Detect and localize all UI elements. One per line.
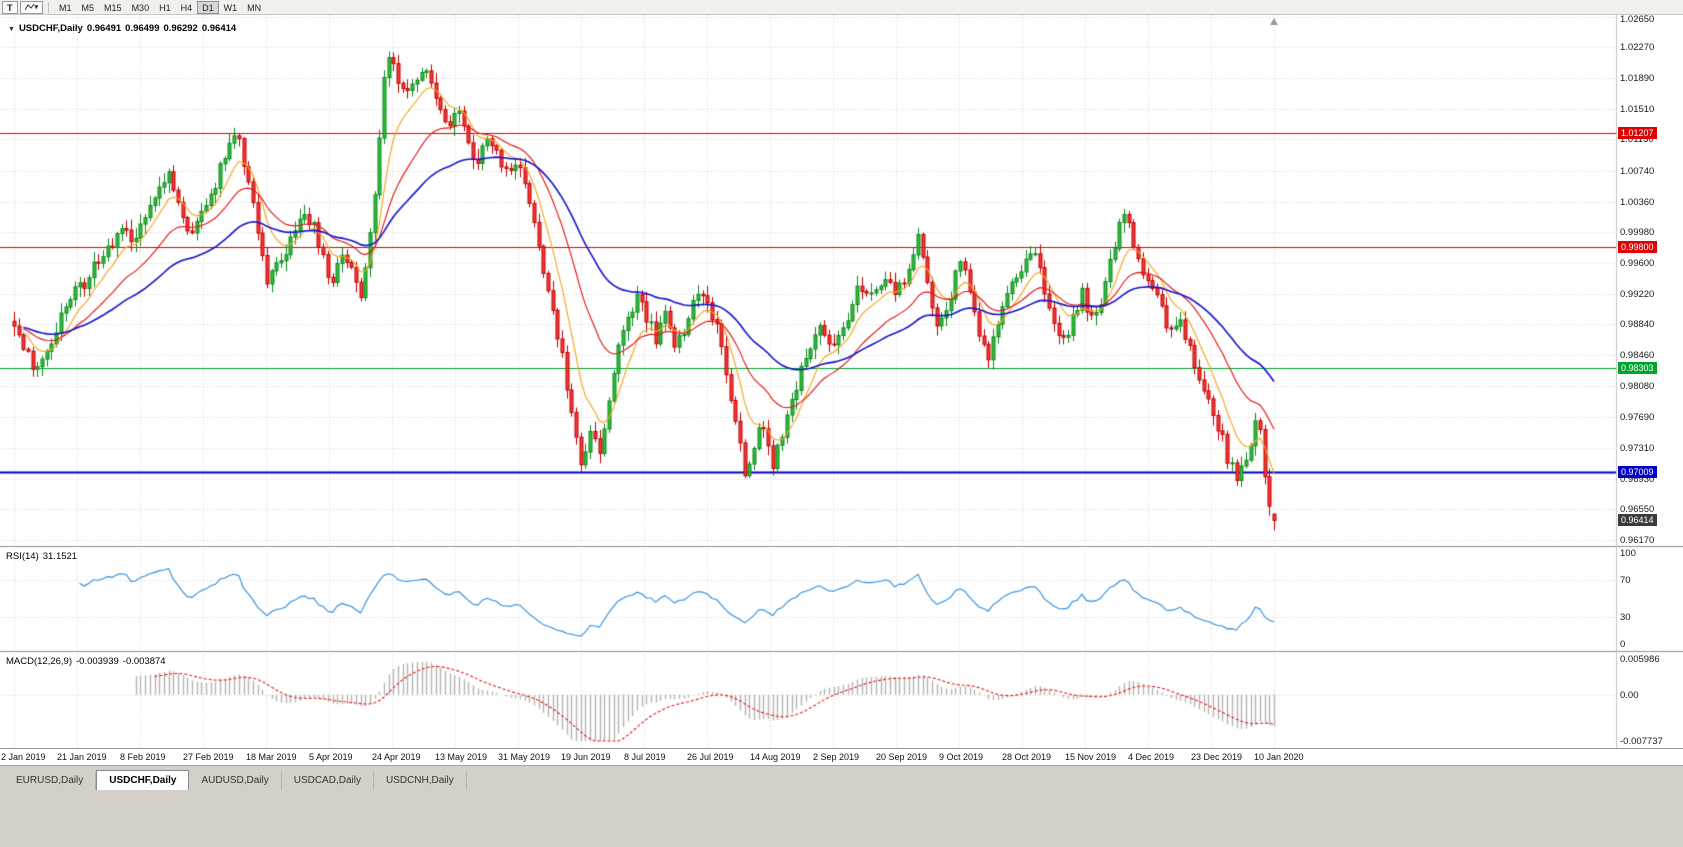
rsi-axis-tick: 30 xyxy=(1620,611,1631,623)
date-axis-label: 27 Feb 2019 xyxy=(183,752,234,762)
price-axis-tick: 1.00360 xyxy=(1620,196,1655,208)
date-axis[interactable]: 2 Jan 2019 21 Jan 2019 8 Feb 2019 27 Feb 20… xyxy=(0,748,1683,765)
rsi-indicator-header: RSI(14) 31.1521 xyxy=(6,551,81,562)
price-axis-tick: 1.02650 xyxy=(1620,14,1655,25)
macd-current-value: -0.003939 xyxy=(76,656,119,667)
line-tools-dropdown-button[interactable]: ▾ xyxy=(19,0,44,14)
date-axis-label: 8 Feb 2019 xyxy=(120,752,166,762)
macd-indicator-header: MACD(12,26,9) -0.003939 -0.003874 xyxy=(6,656,170,667)
price-axis-tick: 1.01890 xyxy=(1620,73,1655,85)
timeframe-button-m15[interactable]: M15 xyxy=(99,1,127,14)
date-axis-label: 26 Jul 2019 xyxy=(687,752,734,762)
dropdown-caret-icon: ▾ xyxy=(34,3,39,11)
macd-axis-tick: 0.00 xyxy=(1620,689,1639,701)
hline-price-badge: 0.99800 xyxy=(1618,240,1657,253)
macd-axis-tick: 0.005986 xyxy=(1620,654,1660,665)
timeframe-button-mn[interactable]: MN xyxy=(242,1,266,14)
symbol-title: USDCHF,Daily xyxy=(18,23,83,34)
chart-tab-usdcad[interactable]: USDCAD,Daily xyxy=(282,771,374,790)
price-axis-tick: 0.96550 xyxy=(1620,504,1655,516)
date-axis-label: 24 Apr 2019 xyxy=(372,752,421,762)
hline-price-badge: 0.97009 xyxy=(1618,466,1657,479)
macd-axis-tick: -0.007737 xyxy=(1620,736,1663,747)
toolbar-t-button[interactable]: T xyxy=(2,0,18,14)
chart-tab-usdcnh[interactable]: USDCNH,Daily xyxy=(374,771,467,790)
hline-price-badge: 0.98303 xyxy=(1618,361,1657,374)
timeframe-button-h4[interactable]: H4 xyxy=(176,1,198,14)
macd-title: MACD(12,26,9) xyxy=(6,656,72,667)
date-axis-label: 2 Sep 2019 xyxy=(813,752,860,762)
rsi-axis-tick: 70 xyxy=(1620,575,1631,587)
ohlc-close: 0.96414 xyxy=(201,23,237,34)
rsi-current-value: 31.1521 xyxy=(42,551,78,562)
price-axis-tick: 1.01130 xyxy=(1620,134,1654,146)
rsi-axis-tick: 100 xyxy=(1620,548,1636,559)
ohlc-open: 0.96491 xyxy=(86,23,122,34)
date-axis-label: 9 Oct 2019 xyxy=(939,752,984,762)
price-axis-tick: 0.97690 xyxy=(1620,412,1655,424)
timeframe-button-w1[interactable]: W1 xyxy=(219,1,243,14)
date-axis-label: 20 Sep 2019 xyxy=(876,752,928,762)
price-axis-tick: 0.96930 xyxy=(1620,473,1655,485)
date-axis-label: 2 Jan 2019 xyxy=(1,752,46,762)
current-price-badge: 0.96414 xyxy=(1618,514,1657,527)
date-axis-label: 14 Aug 2019 xyxy=(750,752,801,762)
timeframe-buttons: M1 M5 M15 M30 H1 H4 D1 W1 MN xyxy=(54,0,266,16)
rsi-axis-tick: 0 xyxy=(1620,639,1626,650)
window-background xyxy=(0,790,1683,847)
timeframe-button-d1[interactable]: D1 xyxy=(197,1,219,14)
ohlc-high: 0.96499 xyxy=(125,23,160,34)
timeframe-button-h1[interactable]: H1 xyxy=(154,1,176,14)
price-axis-tick: 0.96170 xyxy=(1620,535,1655,547)
date-axis-label: 10 Jan 2020 xyxy=(1254,752,1304,762)
rsi-title: RSI(14) xyxy=(6,551,39,562)
price-axis-tick: 0.99600 xyxy=(1620,258,1655,270)
timeframe-button-m1[interactable]: M1 xyxy=(54,1,77,14)
toolbar-separator xyxy=(48,1,50,13)
chart-tab-eurusd[interactable]: EURUSD,Daily xyxy=(4,771,97,790)
zigzag-line-icon xyxy=(24,3,34,10)
symbol-ohlc-display: ▼ USDCHF,Daily 0.96491 0.96499 0.96292 0.9641… xyxy=(8,23,240,34)
price-axis-tick: 0.99220 xyxy=(1620,288,1655,300)
price-axis-tick: 1.00740 xyxy=(1620,165,1655,177)
timeframe-button-m30[interactable]: M30 xyxy=(127,1,155,14)
hline-price-badge: 1.01207 xyxy=(1618,127,1657,140)
date-axis-label: 18 Mar 2019 xyxy=(246,752,297,762)
price-axis-tick: 0.97310 xyxy=(1620,443,1655,455)
chart-tab-audusd[interactable]: AUDUSD,Daily xyxy=(189,771,282,790)
date-axis-label: 19 Jun 2019 xyxy=(561,752,611,762)
date-axis-label: 15 Nov 2019 xyxy=(1065,752,1117,762)
period-toolbar: T ▾ M1 M5 M15 M30 H1 H4 D1 W1 MN xyxy=(0,0,1683,15)
price-axis-tick: 1.02270 xyxy=(1620,42,1655,54)
date-axis-label: 31 May 2019 xyxy=(498,752,551,762)
date-axis-label: 8 Jul 2019 xyxy=(624,752,666,762)
date-axis-label: 5 Apr 2019 xyxy=(309,752,353,762)
price-axis-tick: 0.98080 xyxy=(1620,380,1655,392)
date-axis-label: 4 Dec 2019 xyxy=(1128,752,1175,762)
date-axis-label: 21 Jan 2019 xyxy=(57,752,107,762)
price-axis-tick: 0.98840 xyxy=(1620,319,1655,331)
date-axis-label: 13 May 2019 xyxy=(435,752,488,762)
chart-pane-container: ▼ USDCHF,Daily 0.96491 0.96499 0.96292 0.9641… xyxy=(0,14,1683,748)
timeframe-button-m5[interactable]: M5 xyxy=(77,1,100,14)
macd-signal-value: -0.003874 xyxy=(122,656,166,667)
price-axis-tick: 0.98460 xyxy=(1620,350,1655,362)
ohlc-expand-icon[interactable]: ▼ xyxy=(8,26,15,33)
chart-tab-bar: EURUSD,Daily USDCHF,Daily AUDUSD,Daily USDC… xyxy=(0,765,1683,790)
price-axis-tick: 1.01510 xyxy=(1620,103,1655,115)
ohlc-low: 0.96292 xyxy=(163,23,198,34)
chart-canvas[interactable] xyxy=(0,15,1683,748)
price-axis-tick: 0.99980 xyxy=(1620,227,1655,239)
chart-tab-usdchf[interactable]: USDCHF,Daily xyxy=(96,770,190,790)
date-axis-label: 28 Oct 2019 xyxy=(1002,752,1052,762)
date-axis-label: 23 Dec 2019 xyxy=(1191,752,1243,762)
